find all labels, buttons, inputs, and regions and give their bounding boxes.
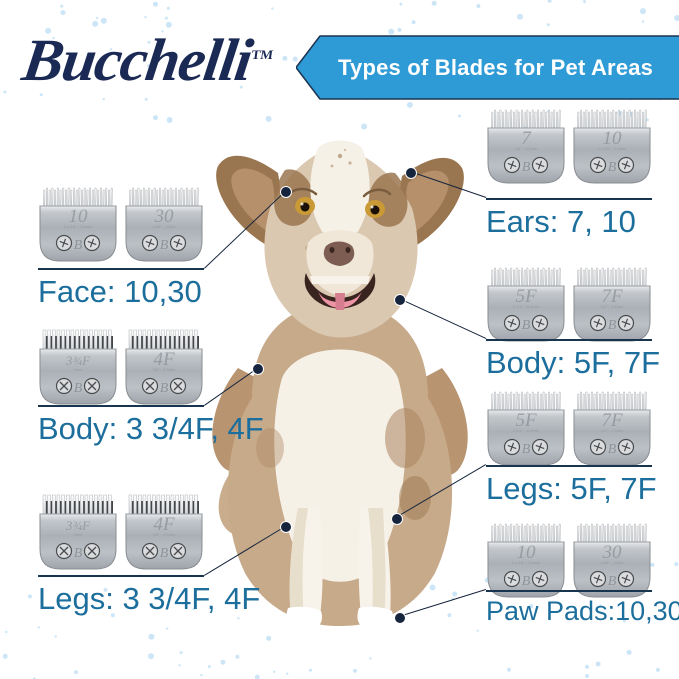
svg-text:B: B <box>160 546 169 561</box>
svg-text:1/50" - .5mm: 1/50" - .5mm <box>601 560 624 565</box>
svg-text:1/2" - 1.6mm: 1/2" - 1.6mm <box>601 428 624 433</box>
svg-text:3/8" - 9.5mm: 3/8" - 9.5mm <box>153 367 176 372</box>
svg-text:B: B <box>522 318 531 333</box>
svg-text:B: B <box>608 442 617 457</box>
svg-text:B: B <box>160 381 169 396</box>
svg-text:B: B <box>608 160 617 175</box>
svg-text:1/2" - 1.6mm: 1/2" - 1.6mm <box>601 304 624 309</box>
svg-text:B: B <box>608 318 617 333</box>
svg-text:2-1/4" - 6.4mm: 2-1/4" - 6.4mm <box>513 428 540 433</box>
svg-text:3¾F: 3¾F <box>65 518 91 533</box>
svg-text:3¾F: 3¾F <box>65 353 91 368</box>
svg-text:B: B <box>74 238 83 253</box>
svg-text:1-1/16" - 1.5mm: 1-1/16" - 1.5mm <box>598 146 627 151</box>
svg-text:3mm: 3mm <box>74 367 84 372</box>
svg-text:1/50" - .5mm: 1/50" - .5mm <box>153 224 176 229</box>
svg-text:B: B <box>160 238 169 253</box>
svg-text:B: B <box>522 442 531 457</box>
svg-text:1-1/16" - 1.5mm: 1-1/16" - 1.5mm <box>64 224 93 229</box>
svg-text:1/8" - 3.2mm: 1/8" - 3.2mm <box>515 146 538 151</box>
svg-text:B: B <box>74 546 83 561</box>
svg-text:2-1/4" - 6.4mm: 2-1/4" - 6.4mm <box>513 304 540 309</box>
svg-text:B: B <box>522 160 531 175</box>
svg-text:3mm: 3mm <box>74 532 84 537</box>
svg-text:3/8" - 9.5mm: 3/8" - 9.5mm <box>153 532 176 537</box>
svg-text:B: B <box>74 381 83 396</box>
svg-text:1-1/16" - 1.5mm: 1-1/16" - 1.5mm <box>512 560 541 565</box>
svg-text:B: B <box>608 574 617 589</box>
svg-text:B: B <box>522 574 531 589</box>
